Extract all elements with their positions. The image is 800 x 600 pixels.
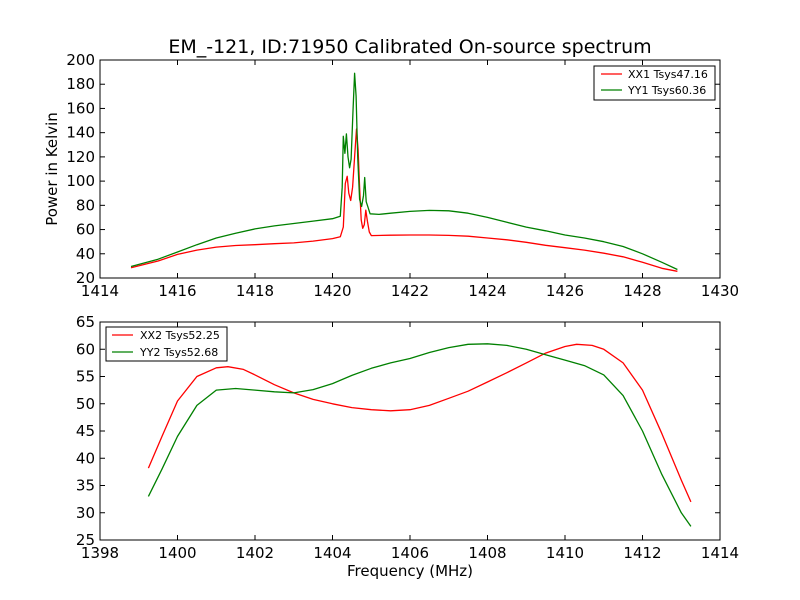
legend-label-yy1: YY1 Tsys60.36 (627, 84, 706, 97)
y-tick-label: 45 (76, 422, 95, 440)
y-tick-label: 65 (76, 313, 95, 331)
axis-ticks: 1414 1416 1418 1420 1422 1424 1426 1428 1430 20 40… (66, 51, 739, 300)
x-tick-label: 1398 (81, 544, 119, 562)
x-tick-label: 1430 (701, 282, 739, 300)
series-line-yy (130, 72, 678, 271)
x-tick-label: 1408 (468, 544, 506, 562)
y-tick-label: 55 (76, 368, 95, 386)
legend: XX1 Tsys47.16 YY1 Tsys60.36 (593, 65, 716, 101)
y-tick-label: 180 (66, 75, 95, 93)
y-tick-label: 160 (66, 99, 95, 117)
x-tick-label: 1410 (546, 544, 584, 562)
y-tick-label: 50 (76, 395, 95, 413)
x-tick-label: 1420 (313, 282, 351, 300)
series-line-yy (147, 343, 692, 527)
legend-label-xx2: XX2 Tsys52.25 (140, 329, 220, 342)
legend-label-yy2: YY2 Tsys52.68 (139, 346, 218, 359)
legend: XX2 Tsys52.25 YY2 Tsys52.68 (105, 326, 228, 362)
x-tick-label: 1414 (81, 282, 119, 300)
plot-lines (147, 343, 692, 527)
plot-lines (130, 72, 678, 272)
y-tick-label: 140 (66, 124, 95, 142)
legend-label-xx1: XX1 Tsys47.16 (628, 68, 708, 81)
series-line-xx (130, 128, 678, 272)
x-tick-label: 1428 (623, 282, 661, 300)
y-tick-label: 20 (76, 269, 95, 287)
x-tick-label: 1414 (701, 544, 739, 562)
x-tick-label: 1418 (236, 282, 274, 300)
x-tick-label: 1406 (391, 544, 429, 562)
x-tick-label: 1416 (158, 282, 196, 300)
y-tick-label: 40 (76, 449, 95, 467)
legend-box (593, 65, 716, 101)
y-tick-label: 60 (76, 221, 95, 239)
chart-top: EM_-121, ID:71950 Calibrated On-source s… (43, 36, 739, 300)
y-tick-label: 30 (76, 504, 95, 522)
x-tick-label: 1400 (158, 544, 196, 562)
y-axis-label: Power in Kelvin (43, 112, 61, 226)
axis-ticks: 1398 1400 1402 1404 1406 1408 1410 1412 1414 25 30… (76, 313, 739, 562)
x-tick-label: 1426 (546, 282, 584, 300)
x-tick-label: 1422 (391, 282, 429, 300)
chart-title: EM_-121, ID:71950 Calibrated On-source s… (168, 36, 651, 58)
y-tick-label: 200 (66, 51, 95, 69)
y-tick-label: 25 (76, 531, 95, 549)
y-tick-label: 40 (76, 245, 95, 263)
legend-box (105, 326, 228, 362)
series-line-xx (147, 343, 692, 503)
y-tick-label: 100 (66, 172, 95, 190)
y-tick-label: 60 (76, 340, 95, 358)
x-tick-label: 1412 (623, 544, 661, 562)
x-tick-label: 1404 (313, 544, 351, 562)
y-tick-label: 35 (76, 477, 95, 495)
x-tick-label: 1424 (468, 282, 506, 300)
y-tick-label: 80 (76, 196, 95, 214)
x-axis-label: Frequency (MHz) (347, 562, 473, 580)
y-tick-label: 120 (66, 148, 95, 166)
x-tick-label: 1402 (236, 544, 274, 562)
chart-bottom: 1398 1400 1402 1404 1406 1408 1410 1412 1414 25 30… (76, 313, 739, 580)
